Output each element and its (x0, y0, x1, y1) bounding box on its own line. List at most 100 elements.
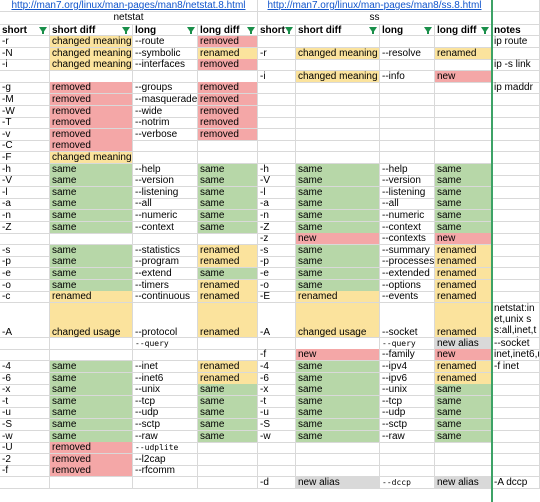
netstat-long-cell[interactable]: --tcp (133, 395, 198, 408)
ss-long-cell[interactable]: --ipv6 (380, 372, 435, 385)
ss-short-cell[interactable]: -u (258, 407, 296, 420)
netstat-long-cell[interactable]: --timers (133, 279, 198, 292)
netstat-long-diff-cell[interactable]: same (198, 395, 258, 408)
ss-short-diff-cell[interactable]: changed meaning (296, 47, 380, 60)
ss-long-cell[interactable]: --extended (380, 268, 435, 281)
netstat-long-diff-cell[interactable] (198, 453, 258, 466)
netstat-long-cell[interactable]: --groups (133, 82, 198, 95)
netstat-short-cell[interactable]: -v (0, 128, 50, 141)
netstat-short-diff-cell[interactable]: changed meaning (50, 47, 133, 60)
ss-short-cell[interactable]: -Z (258, 221, 296, 234)
netstat-long-diff-cell[interactable]: renamed (198, 47, 258, 60)
ss-long-diff-cell[interactable]: renamed (435, 47, 492, 60)
netstat-short-diff-cell[interactable]: same (50, 268, 133, 281)
ss-long-diff-cell[interactable]: same (435, 430, 492, 443)
netstat-long-diff-cell[interactable] (198, 70, 258, 83)
ss-short-cell[interactable]: -l (258, 186, 296, 199)
netstat-long-cell[interactable]: --udplite (133, 442, 198, 455)
netstat-short-cell[interactable] (0, 70, 50, 83)
filter-icon[interactable] (39, 27, 47, 34)
ss-long-diff-cell[interactable]: renamed (435, 244, 492, 257)
ss-long-diff-cell[interactable]: renamed (435, 279, 492, 292)
netstat-long-diff-cell[interactable] (198, 233, 258, 246)
ss-short-cell[interactable]: -n (258, 210, 296, 223)
ss-long-cell[interactable] (380, 128, 435, 141)
netstat-long-cell[interactable]: --listening (133, 186, 198, 199)
ss-short-cell[interactable]: -V (258, 175, 296, 188)
netstat-short-diff-cell[interactable]: same (50, 175, 133, 188)
ss-long-diff-cell[interactable]: same (435, 198, 492, 211)
netstat-short-cell[interactable]: -x (0, 384, 50, 397)
ss-short-cell[interactable] (258, 152, 296, 165)
ss-long-cell[interactable]: --family (380, 349, 435, 362)
ss-long-cell[interactable]: --numeric (380, 210, 435, 223)
netstat-long-cell[interactable]: --extend (133, 268, 198, 281)
notes-cell[interactable] (492, 140, 540, 153)
ss-short-diff-cell[interactable] (296, 152, 380, 165)
netstat-long-cell[interactable]: --rfcomm (133, 465, 198, 478)
ss-long-diff-cell[interactable]: new alias (435, 477, 492, 490)
netstat-short-cell[interactable]: -t (0, 395, 50, 408)
netstat-short-diff-cell[interactable]: same (50, 372, 133, 385)
ss-short-diff-cell[interactable] (296, 36, 380, 49)
netstat-long-cell[interactable] (133, 140, 198, 153)
ss-long-cell[interactable]: --contexts (380, 233, 435, 246)
ss-short-cell[interactable]: -t (258, 395, 296, 408)
ss-long-diff-cell[interactable]: renamed (435, 256, 492, 269)
ss-short-diff-cell[interactable]: new (296, 349, 380, 362)
netstat-short-diff-cell[interactable]: same (50, 210, 133, 223)
notes-cell[interactable] (492, 198, 540, 211)
netstat-long-diff-cell[interactable]: renamed (198, 361, 258, 374)
netstat-long-diff-cell[interactable] (198, 477, 258, 490)
ss-short-diff-cell[interactable] (296, 465, 380, 478)
netstat-short-diff-cell[interactable] (50, 349, 133, 362)
netstat-short-cell[interactable]: -4 (0, 361, 50, 374)
netstat-long-cell[interactable]: --protocol (133, 302, 198, 339)
netstat-long-diff-cell[interactable]: removed (198, 105, 258, 118)
ss-short-diff-cell[interactable]: changed usage (296, 302, 380, 339)
ss-short-diff-cell[interactable] (296, 94, 380, 107)
ss-short-cell[interactable] (258, 465, 296, 478)
netstat-long-cell[interactable]: --help (133, 163, 198, 176)
netstat-short-cell[interactable]: -W (0, 105, 50, 118)
netstat-long-cell[interactable]: --program (133, 256, 198, 269)
filter-icon[interactable] (247, 27, 255, 34)
netstat-short-diff-cell[interactable]: changed meaning (50, 59, 133, 72)
ss-long-cell[interactable]: --udp (380, 407, 435, 420)
notes-cell[interactable]: --socket (492, 337, 540, 350)
ss-long-diff-cell[interactable]: renamed (435, 372, 492, 385)
ss-long-cell[interactable] (380, 117, 435, 130)
ss-short-cell[interactable] (258, 117, 296, 130)
netstat-short-diff-cell[interactable] (50, 337, 133, 350)
netstat-short-cell[interactable]: -2 (0, 453, 50, 466)
notes-cell[interactable] (492, 395, 540, 408)
netstat-short-cell[interactable]: -N (0, 47, 50, 60)
ss-long-diff-cell[interactable]: renamed (435, 291, 492, 304)
netstat-long-cell[interactable]: --masquerade (133, 94, 198, 107)
notes-cell[interactable] (492, 128, 540, 141)
ss-short-diff-cell[interactable]: same (296, 279, 380, 292)
netstat-long-diff-cell[interactable]: removed (198, 94, 258, 107)
ss-short-cell[interactable] (258, 140, 296, 153)
ss-long-cell[interactable]: --help (380, 163, 435, 176)
ss-short-diff-cell[interactable]: same (296, 361, 380, 374)
ss-long-diff-cell[interactable]: new (435, 233, 492, 246)
filter-icon[interactable] (285, 27, 293, 34)
netstat-short-diff-cell[interactable]: removed (50, 94, 133, 107)
netstat-long-diff-cell[interactable] (198, 349, 258, 362)
netstat-long-diff-cell[interactable]: same (198, 163, 258, 176)
netstat-short-diff-cell[interactable]: removed (50, 453, 133, 466)
ss-short-diff-cell[interactable]: new alias (296, 477, 380, 490)
netstat-short-cell[interactable]: -e (0, 268, 50, 281)
notes-cell[interactable] (492, 233, 540, 246)
ss-long-cell[interactable]: --tcp (380, 395, 435, 408)
netstat-long-cell[interactable] (133, 152, 198, 165)
netstat-long-cell[interactable]: --continuous (133, 291, 198, 304)
netstat-long-diff-cell[interactable]: same (198, 430, 258, 443)
notes-cell[interactable]: -A dccp (492, 477, 540, 490)
netstat-long-cell[interactable]: --verbose (133, 128, 198, 141)
netstat-short-diff-cell[interactable]: same (50, 279, 133, 292)
netstat-short-diff-cell[interactable]: same (50, 430, 133, 443)
notes-cell[interactable] (492, 279, 540, 292)
ss-short-cell[interactable]: -6 (258, 372, 296, 385)
